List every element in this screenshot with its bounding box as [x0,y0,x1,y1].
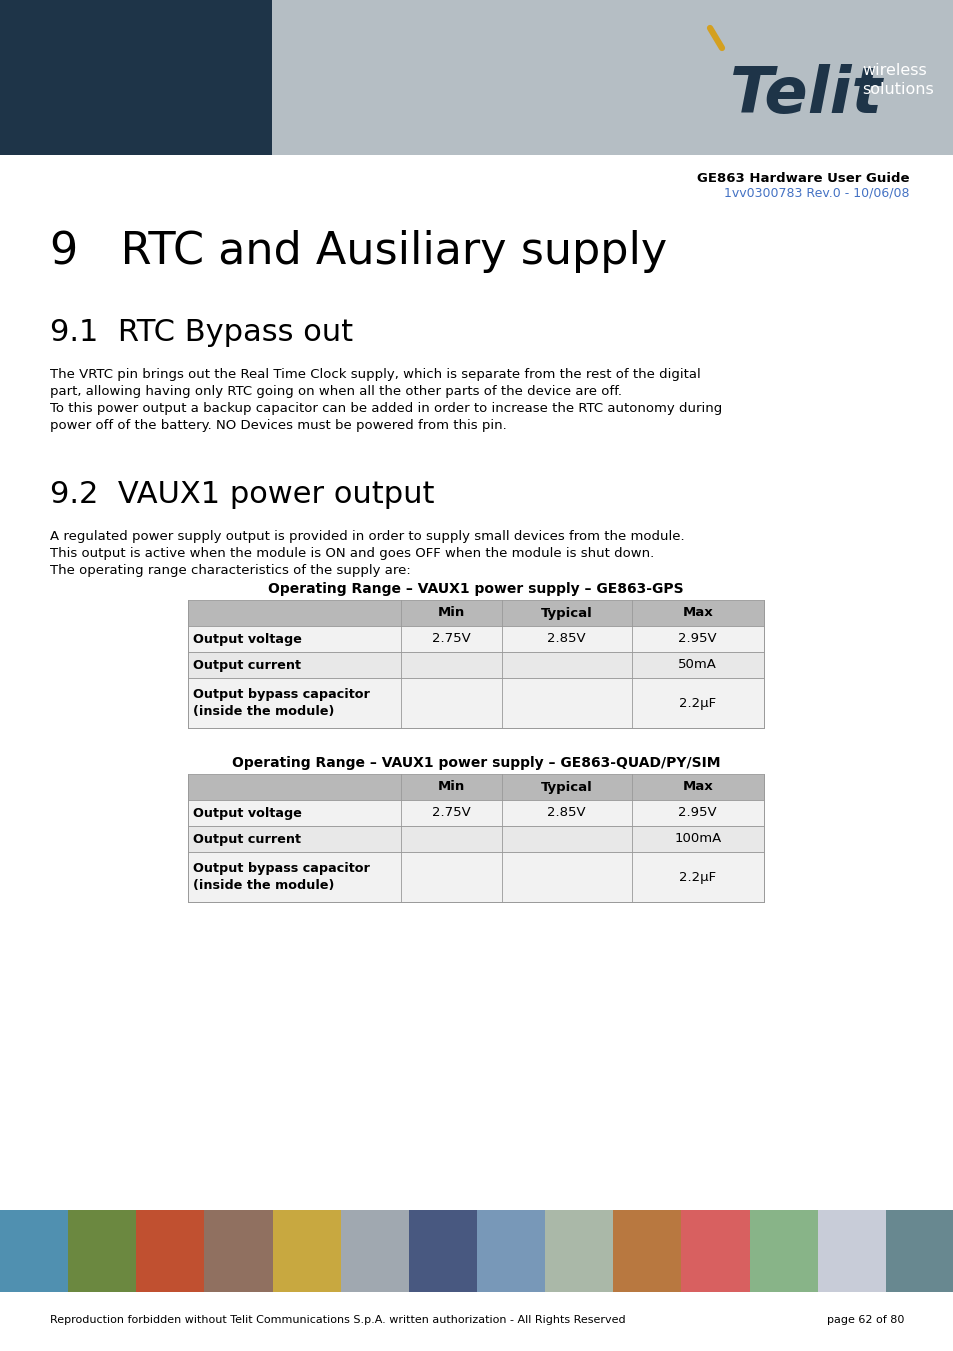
Text: 2.95V: 2.95V [678,807,717,820]
Text: Output bypass capacitor
(inside the module): Output bypass capacitor (inside the modu… [193,862,370,892]
Text: This output is active when the module is ON and goes OFF when the module is shut: This output is active when the module is… [50,547,654,561]
Bar [409,1210,476,1292]
Bar [188,653,763,678]
Text: 2.75V: 2.75V [432,807,471,820]
Bar [817,1210,885,1292]
Text: 9.2  VAUX1 power output: 9.2 VAUX1 power output [50,480,434,509]
Text: Typical: Typical [540,781,592,793]
Bar [68,1210,136,1292]
Text: Reproduction forbidden without Telit Communications S.p.A. written authorization: Reproduction forbidden without Telit Com… [50,1315,625,1325]
Bar [204,1210,273,1292]
Bar [273,1210,340,1292]
Text: part, allowing having only RTC going on when all the other parts of the device a: part, allowing having only RTC going on … [50,385,621,399]
Text: The operating range characteristics of the supply are:: The operating range characteristics of t… [50,563,411,577]
Text: The VRTC pin brings out the Real Time Clock supply, which is separate from the r: The VRTC pin brings out the Real Time Cl… [50,367,700,381]
Text: Min: Min [437,781,465,793]
Text: 9.1  RTC Bypass out: 9.1 RTC Bypass out [50,317,353,347]
Text: 1vv0300783 Rev.0 - 10/06/08: 1vv0300783 Rev.0 - 10/06/08 [723,186,909,200]
Bar [0,0,272,155]
Text: Output voltage: Output voltage [193,807,301,820]
Bar [476,1210,544,1292]
Text: 2.95V: 2.95V [678,632,717,646]
Text: page 62 of 80: page 62 of 80 [825,1315,903,1325]
Bar [272,0,953,155]
Text: 50mA: 50mA [678,658,717,671]
Bar [0,1210,68,1292]
Text: 2.2μF: 2.2μF [679,697,716,709]
Text: 9   RTC and Ausiliary supply: 9 RTC and Ausiliary supply [50,230,666,273]
Bar [188,825,763,852]
Text: GE863 Hardware User Guide: GE863 Hardware User Guide [697,172,909,185]
Text: Operating Range – VAUX1 power supply – GE863-QUAD/PY/SIM: Operating Range – VAUX1 power supply – G… [232,757,720,770]
Text: Output current: Output current [193,658,301,671]
Text: Telit: Telit [729,63,882,126]
Text: 2.85V: 2.85V [547,632,585,646]
Bar [188,800,763,825]
Bar [749,1210,817,1292]
Text: Max: Max [681,781,713,793]
Text: Operating Range – VAUX1 power supply – GE863-GPS: Operating Range – VAUX1 power supply – G… [268,582,683,596]
Text: Output voltage: Output voltage [193,632,301,646]
Bar [680,1210,749,1292]
Bar [544,1210,613,1292]
Text: Max: Max [681,607,713,620]
Text: Min: Min [437,607,465,620]
Bar [885,1210,953,1292]
Text: A regulated power supply output is provided in order to supply small devices fro: A regulated power supply output is provi… [50,530,684,543]
Bar [188,852,763,902]
Bar [188,626,763,653]
Text: 2.2μF: 2.2μF [679,870,716,884]
Bar [188,678,763,728]
Bar [613,1210,680,1292]
Text: Output current: Output current [193,832,301,846]
Bar [188,774,763,800]
Text: 100mA: 100mA [674,832,720,846]
Text: Output bypass capacitor
(inside the module): Output bypass capacitor (inside the modu… [193,688,370,717]
Text: Typical: Typical [540,607,592,620]
Bar [340,1210,409,1292]
Text: 2.85V: 2.85V [547,807,585,820]
Text: wireless
solutions: wireless solutions [862,63,933,97]
Bar [188,600,763,626]
Bar [136,1210,204,1292]
Text: To this power output a backup capacitor can be added in order to increase the RT: To this power output a backup capacitor … [50,403,721,415]
Text: 2.75V: 2.75V [432,632,471,646]
Text: power off of the battery. NO Devices must be powered from this pin.: power off of the battery. NO Devices mus… [50,419,506,432]
